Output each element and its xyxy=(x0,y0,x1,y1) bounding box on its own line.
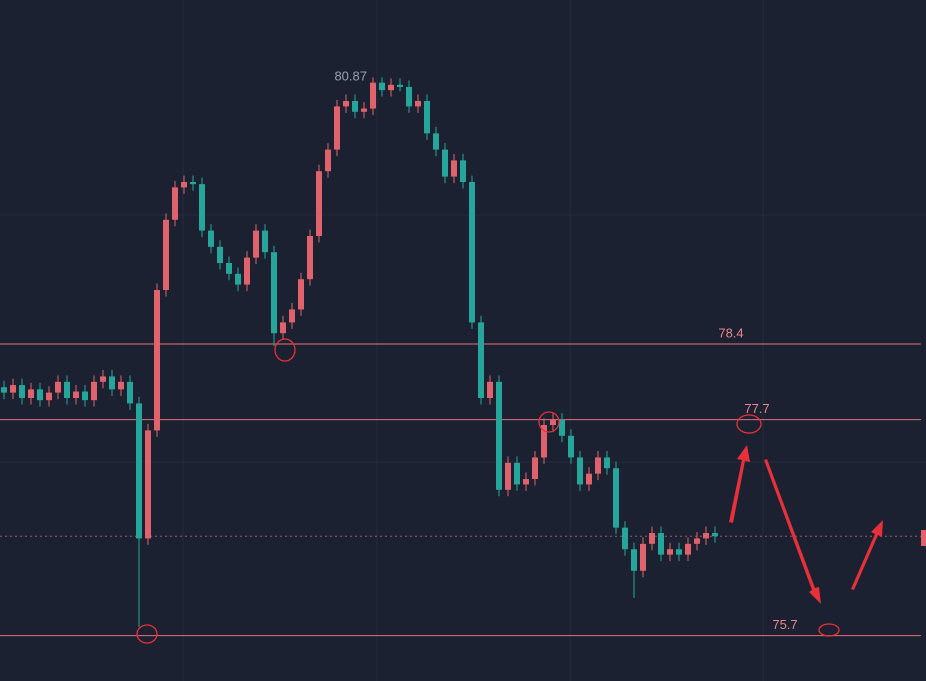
candle-body xyxy=(325,149,331,172)
candle-body xyxy=(559,419,565,436)
candle-body xyxy=(712,533,718,537)
candle-body xyxy=(586,473,592,485)
level-label: 77.7 xyxy=(744,401,769,416)
candle-body xyxy=(595,457,601,474)
candle-body xyxy=(550,419,556,426)
candle-body xyxy=(424,100,430,134)
candle-body xyxy=(442,149,448,177)
candle-body xyxy=(91,381,97,401)
candle-body xyxy=(73,391,79,399)
candle-body xyxy=(253,230,259,258)
candle-body xyxy=(523,479,529,485)
candle-body xyxy=(145,430,151,539)
candles: 80.87 xyxy=(1,69,718,627)
candle-body xyxy=(19,385,25,399)
candle-body xyxy=(568,435,574,458)
candle-body xyxy=(190,181,196,185)
candle-body xyxy=(244,257,250,285)
candle-body xyxy=(415,100,421,107)
candle-body xyxy=(37,389,43,401)
candle-body xyxy=(604,457,610,469)
candle-body xyxy=(460,160,466,182)
candle-body xyxy=(217,246,223,264)
candle-body xyxy=(685,543,691,555)
candle-body xyxy=(235,273,241,285)
candle-body xyxy=(343,100,349,107)
candle-body xyxy=(433,133,439,150)
candle-body xyxy=(361,108,367,112)
candle-body xyxy=(271,252,277,334)
candle-body xyxy=(163,219,169,291)
candle-body xyxy=(262,230,268,253)
candle-body xyxy=(496,381,502,490)
candle-body xyxy=(694,538,700,544)
candle-body xyxy=(478,322,484,399)
candle-body xyxy=(631,549,637,571)
candle-body xyxy=(514,462,520,485)
candle-body xyxy=(226,263,232,274)
candle-body xyxy=(541,425,547,458)
candle-body xyxy=(397,84,403,87)
candle-body xyxy=(28,389,34,399)
candle-body xyxy=(118,381,124,390)
candle-body xyxy=(505,462,511,490)
candle-body xyxy=(64,381,70,399)
candle-body xyxy=(289,309,295,323)
candle-body xyxy=(100,376,106,382)
candle-body xyxy=(658,533,664,555)
candle-body xyxy=(451,160,457,177)
candle-body xyxy=(379,82,385,91)
candle-body xyxy=(154,290,160,431)
candle-body xyxy=(532,457,538,480)
candle-body xyxy=(613,468,619,528)
candle-body xyxy=(667,549,673,555)
high-marker-label: 80.87 xyxy=(334,69,367,84)
candle-body xyxy=(334,106,340,150)
candle-body xyxy=(208,230,214,247)
candle-body xyxy=(127,381,133,404)
candle-body xyxy=(55,381,61,393)
candle-body xyxy=(370,82,376,109)
candle-body xyxy=(307,236,313,280)
level-label: 78.4 xyxy=(718,325,743,340)
arrows xyxy=(729,445,883,604)
candle-body xyxy=(388,84,394,91)
candle-body xyxy=(46,392,52,401)
candle-body xyxy=(181,181,187,188)
candle-body xyxy=(487,381,493,399)
candle-body xyxy=(469,181,475,323)
candle-body xyxy=(577,457,583,485)
candle-body xyxy=(10,385,16,393)
candle-body xyxy=(199,184,205,231)
candle-body xyxy=(649,533,655,544)
candle-body xyxy=(622,527,628,550)
candle-body xyxy=(703,533,709,539)
candle-body xyxy=(109,376,115,390)
levels: 78.4 77.7 75.7 xyxy=(0,325,921,637)
candle-body xyxy=(352,100,358,112)
candle-body xyxy=(136,403,142,539)
candle-body xyxy=(82,391,88,401)
annotations xyxy=(136,338,840,644)
candle-body xyxy=(406,86,412,107)
candle-body xyxy=(316,171,322,237)
level-label: 75.7 xyxy=(772,617,797,632)
price-tag xyxy=(921,530,926,546)
candle-body xyxy=(640,543,646,571)
candle-body xyxy=(280,322,286,334)
candle-body xyxy=(172,187,178,220)
candle-body xyxy=(298,279,304,310)
candle-body xyxy=(1,387,7,393)
candle-body xyxy=(676,549,682,555)
